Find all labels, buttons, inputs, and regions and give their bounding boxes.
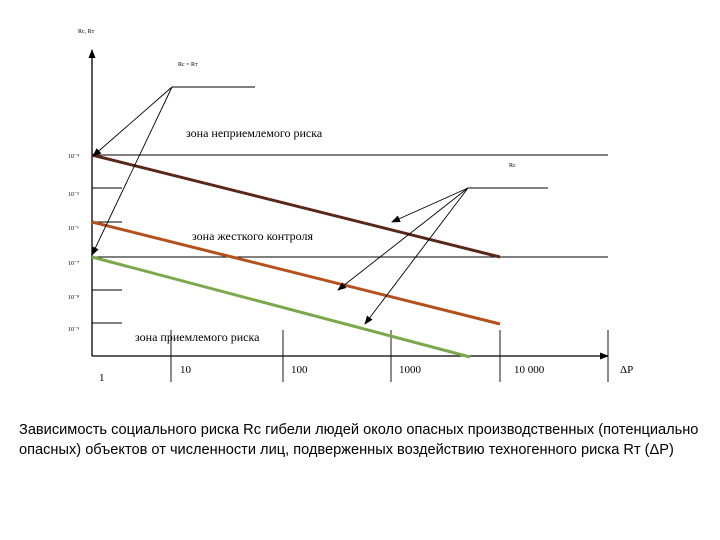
top-callout-label: Rc = Rт [178,62,198,68]
callout-arrow [92,86,173,157]
rc-callout-arrow [391,187,469,223]
x-axis-label: ΔP [620,364,633,376]
x-tick-label: 1 [99,372,105,384]
y-tick-label: 10⁻⁸ [68,295,79,301]
control-line [91,220,501,326]
x-tick-label: 10 [180,364,192,376]
rc-label: Rc [509,163,516,169]
y-tick-label: 10⁻⁶ [68,226,79,232]
zone-control-label: зона жесткого контроля [192,229,313,243]
x-tick-label: 10 000 [514,364,545,376]
y-tick-label: 10⁻⁷ [68,261,79,267]
x-tick-label: 1000 [399,364,422,376]
rc-line [91,153,501,259]
y-axis-label: Rc, Rт [78,29,95,35]
zone-acceptable-label: зона приемлемого риска [135,330,260,344]
zone-unacceptable-label: зона неприемлемого риска [186,126,323,140]
acceptable-line [91,255,471,359]
figure-caption: Зависимость социального риска Rc гибели … [19,422,699,458]
callout-arrow [91,86,173,256]
rc-callout-arrow [364,187,469,325]
x-tick-label: 100 [291,364,308,376]
y-tick-label: 10⁻⁹ [68,327,79,333]
y-tick-label: 10⁻⁵ [68,192,79,198]
y-tick-label: 10⁻⁴ [68,154,79,160]
rc-callout-arrow [337,187,469,291]
